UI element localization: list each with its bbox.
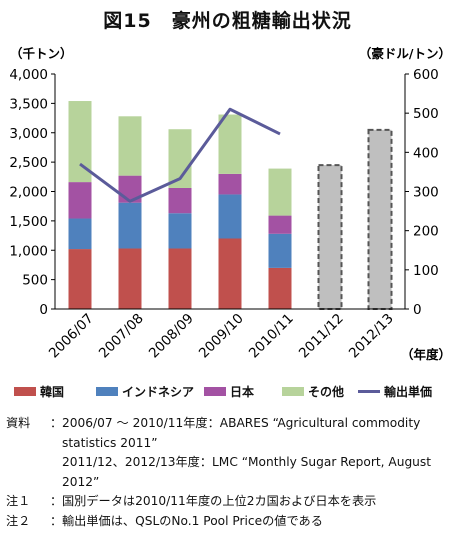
y-right-tick-6: 600 — [413, 67, 439, 83]
bar-indonesia-0 — [68, 218, 92, 250]
x-tick-4: 2010/11 — [246, 311, 297, 362]
x-tick-0: 2006/07 — [46, 311, 97, 362]
note2-head: 注２ — [6, 513, 31, 528]
export-chart: （千トン） （豪ドル/トン） 0 500 1,000 1,500 2,000 2,500 3,0… — [9, 46, 451, 362]
x-axis-label: （年度） — [401, 347, 451, 362]
source-row: 資料 ： 2006/07 ～ 2010/11年度：ABARES “Agricul… — [6, 414, 452, 434]
bar-other-4 — [268, 168, 292, 216]
legend-item-indonesia: インドネシア — [96, 383, 194, 400]
y-left-tick-4: 2,000 — [9, 185, 48, 201]
bar-indonesia-4 — [268, 233, 292, 268]
x-tick-6: 2012/13 — [346, 311, 397, 362]
y-left-tick-2: 1,000 — [9, 243, 48, 259]
y-left-tick-6: 3,000 — [9, 126, 48, 142]
note2-body: 輸出単価は、QSLのNo.1 Pool Priceの値である — [62, 513, 323, 528]
y-left-tick-0: 0 — [39, 302, 48, 318]
bar-indonesia-2 — [168, 213, 192, 249]
bar-forecast-6 — [367, 128, 393, 310]
bar-japan-2 — [168, 187, 192, 214]
bar-other-0 — [68, 101, 92, 183]
y-left-tick-7: 3,500 — [9, 96, 48, 112]
note1-row: 注１ ： 国別データは2010/11年度の上位2カ国および日本を表示 — [6, 492, 452, 512]
note1-head: 注１ — [6, 494, 31, 508]
notes: 資料 ： 2006/07 ～ 2010/11年度：ABARES “Agricul… — [6, 414, 452, 531]
note2-row: 注２ ： 輸出単価は、QSLのNo.1 Pool Priceの値である — [6, 512, 452, 532]
legend-label-price: 輸出単価 — [384, 385, 433, 399]
bar-japan-0 — [68, 182, 92, 219]
legend-swatch-korea — [14, 387, 36, 396]
legend-label-other: その他 — [308, 385, 345, 399]
legend-label-japan: 日本 — [230, 385, 255, 399]
legend-swatch-japan — [204, 387, 226, 396]
note1-body: 国別データは2010/11年度の上位2カ国および日本を表示 — [62, 494, 377, 508]
bar-indonesia-1 — [118, 202, 142, 249]
y-left-tick-3: 1,500 — [9, 214, 48, 230]
source-head: 資料 — [6, 416, 31, 430]
legend: 韓国 インドネシア 日本 その他 輸出単価 — [8, 383, 453, 403]
bar-other-2 — [168, 129, 192, 188]
source-line-1: 2006/07 ～ 2010/11年度：ABARES “Agricultural… — [62, 416, 421, 430]
bar-japan-4 — [268, 215, 292, 234]
y-axis-right-unit: （豪ドル/トン） — [359, 46, 451, 61]
bar-korea-1 — [118, 248, 142, 309]
x-tick-2: 2008/09 — [146, 311, 197, 362]
x-tick-5: 2011/12 — [296, 311, 347, 362]
legend-swatch-price — [358, 390, 380, 393]
bar-indonesia-3 — [218, 194, 242, 239]
bar-korea-4 — [268, 267, 292, 309]
x-tick-3: 2009/10 — [196, 311, 247, 362]
y-axis-left-unit: （千トン） — [10, 46, 73, 61]
bar-korea-0 — [68, 249, 92, 309]
bar-korea-2 — [168, 248, 192, 309]
y-right-tick-0: 0 — [413, 302, 422, 318]
legend-item-other: その他 — [282, 383, 344, 400]
legend-item-price: 輸出単価 — [358, 383, 432, 400]
y-right-tick-3: 300 — [413, 185, 439, 201]
y-left-tick-8: 4,000 — [9, 67, 48, 83]
bar-korea-3 — [218, 238, 242, 309]
y-right-tick-4: 400 — [413, 145, 439, 161]
legend-item-japan: 日本 — [204, 383, 254, 400]
y-right-tick-1: 100 — [413, 263, 439, 279]
legend-swatch-indonesia — [96, 387, 118, 396]
source-line-4: 2012” — [62, 474, 100, 489]
bar-other-1 — [118, 116, 142, 176]
bar-japan-3 — [218, 173, 242, 195]
legend-label-indonesia: インドネシア — [122, 385, 195, 399]
legend-item-korea: 韓国 — [14, 383, 64, 400]
chart-title: 図15 豪州の粗糖輸出状況 — [103, 10, 352, 32]
source-line-3: 2011/12、2012/13年度：LMC “Monthly Sugar Rep… — [62, 455, 432, 469]
source-line-2: statistics 2011” — [62, 435, 158, 450]
y-left-tick-1: 500 — [22, 273, 48, 289]
legend-label-korea: 韓国 — [40, 385, 65, 399]
x-tick-1: 2007/08 — [96, 311, 147, 362]
y-right-tick-2: 200 — [413, 224, 439, 240]
y-left-tick-5: 2,500 — [9, 155, 48, 171]
legend-swatch-other — [282, 387, 304, 396]
bar-other-3 — [218, 114, 242, 174]
bar-forecast-5 — [317, 164, 343, 310]
y-right-tick-5: 500 — [413, 106, 439, 122]
